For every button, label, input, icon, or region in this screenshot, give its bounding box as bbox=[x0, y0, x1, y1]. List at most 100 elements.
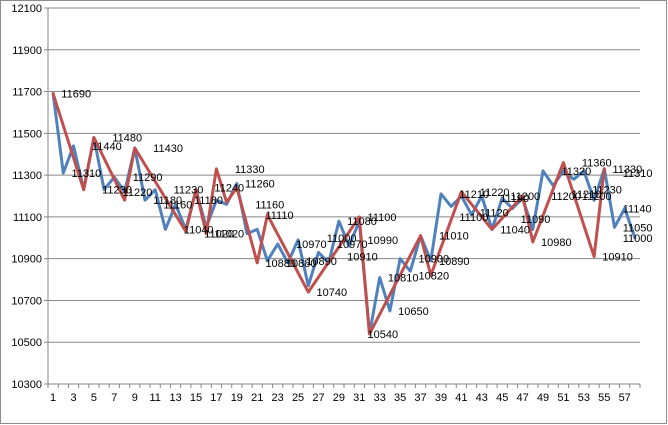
data-label: 11120 bbox=[480, 208, 509, 220]
x-tick-label: 49 bbox=[537, 392, 549, 404]
y-tick-label: 10900 bbox=[11, 254, 42, 266]
data-label: 10970 bbox=[337, 239, 368, 251]
data-label: 11160 bbox=[255, 199, 284, 211]
x-tick-label: 7 bbox=[111, 392, 117, 404]
x-tick-label: 51 bbox=[557, 392, 569, 404]
data-label: 11220 bbox=[123, 187, 153, 199]
data-label: 10910 bbox=[602, 252, 633, 264]
data-label: 11320 bbox=[561, 166, 591, 178]
data-label: 11230 bbox=[102, 185, 132, 197]
data-label: 11200 bbox=[510, 191, 540, 203]
x-tick-label: 5 bbox=[91, 392, 97, 404]
series-line-1 bbox=[51, 92, 637, 336]
data-label: 11480 bbox=[112, 133, 142, 145]
x-tick-label: 23 bbox=[272, 392, 284, 404]
data-label: 11220 bbox=[480, 187, 510, 199]
data-label: 10810 bbox=[388, 272, 419, 284]
data-label: 11180 bbox=[153, 195, 182, 207]
data-label: 11160 bbox=[163, 199, 192, 211]
x-tick-label: 3 bbox=[70, 392, 76, 404]
x-tick-label: 43 bbox=[476, 392, 488, 404]
x-tick-label: 37 bbox=[414, 392, 426, 404]
data-label: 11310 bbox=[623, 168, 653, 180]
data-label: 11090 bbox=[521, 214, 551, 226]
x-tick-label: 19 bbox=[231, 392, 243, 404]
data-label: 10970 bbox=[296, 239, 327, 251]
x-tick-label: 53 bbox=[578, 392, 590, 404]
x-tick-label: 57 bbox=[619, 392, 631, 404]
y-tick-label: 11500 bbox=[12, 128, 42, 140]
x-tick-label: 1 bbox=[50, 392, 56, 404]
x-tick-label: 9 bbox=[132, 392, 138, 404]
x-tick-label: 33 bbox=[374, 392, 386, 404]
data-label: 11230 bbox=[174, 185, 204, 197]
x-tick-label: 39 bbox=[435, 392, 447, 404]
x-tick-label: 41 bbox=[455, 392, 467, 404]
series-line-2 bbox=[51, 92, 606, 336]
data-label: 11000 bbox=[327, 233, 357, 245]
x-tick-label: 25 bbox=[292, 392, 304, 404]
data-label: 10910 bbox=[347, 252, 378, 264]
x-tick-label: 15 bbox=[190, 392, 202, 404]
data-label: 11330 bbox=[235, 164, 265, 176]
data-label: 11690 bbox=[61, 89, 91, 101]
data-label: 11230 bbox=[592, 185, 622, 197]
x-tick-label: 55 bbox=[598, 392, 610, 404]
data-label: 11020 bbox=[204, 229, 234, 241]
data-label: 10900 bbox=[419, 254, 450, 266]
data-label: 10880 bbox=[286, 258, 317, 270]
x-tick-label: 17 bbox=[210, 392, 222, 404]
y-tick-label: 10700 bbox=[11, 295, 42, 307]
x-tick-label: 21 bbox=[251, 392, 263, 404]
data-label: 11440 bbox=[92, 141, 122, 153]
data-label: 11040 bbox=[500, 224, 530, 236]
data-label: 11210 bbox=[572, 189, 602, 201]
data-label: 11360 bbox=[582, 158, 612, 170]
data-label: 11000 bbox=[623, 233, 653, 245]
data-label: 10820 bbox=[419, 270, 450, 282]
x-tick-label: 27 bbox=[312, 392, 324, 404]
data-label: 10540 bbox=[368, 329, 399, 341]
data-label: 11110 bbox=[265, 210, 293, 222]
data-label: 11100 bbox=[459, 212, 488, 224]
y-tick-label: 10500 bbox=[11, 337, 42, 349]
x-tick-label: 35 bbox=[394, 392, 406, 404]
data-label: 11210 bbox=[459, 189, 489, 201]
data-label: 11310 bbox=[72, 168, 102, 180]
y-tick-label: 11100 bbox=[13, 212, 42, 224]
data-label: 11180 bbox=[194, 195, 223, 207]
y-tick-label: 12100 bbox=[11, 3, 42, 15]
data-label: 10980 bbox=[541, 237, 572, 249]
data-label: 11330 bbox=[612, 164, 642, 176]
data-label: 11140 bbox=[623, 204, 652, 216]
data-label: 11020 bbox=[214, 229, 244, 241]
data-label: 10890 bbox=[439, 256, 470, 268]
data-label: 10880 bbox=[265, 258, 296, 270]
data-label: 11430 bbox=[153, 143, 183, 155]
data-label: 11050 bbox=[623, 222, 653, 234]
data-label: 11190 bbox=[500, 193, 529, 205]
data-label: 10650 bbox=[398, 306, 429, 318]
y-tick-label: 10300 bbox=[11, 379, 42, 391]
x-tick-label: 11 bbox=[149, 392, 160, 404]
data-label: 11240 bbox=[214, 183, 244, 195]
y-tick-label: 11700 bbox=[12, 87, 42, 99]
x-axis-tick-labels: 1 3 5 7 9 11 13 15 17 19 21 23 25 27 29 31 33 35 37 39 41 43 4… bbox=[50, 392, 631, 404]
data-labels: 1169011440113101148011230112201129011430… bbox=[61, 89, 652, 341]
data-label: 10990 bbox=[368, 235, 399, 247]
data-label: 11010 bbox=[439, 231, 469, 243]
data-label: 10740 bbox=[316, 287, 347, 299]
axes bbox=[44, 7, 641, 388]
data-label: 11100 bbox=[368, 212, 397, 224]
data-label: 11080 bbox=[347, 216, 377, 228]
y-tick-label: 11300 bbox=[12, 170, 42, 182]
data-label: 10890 bbox=[306, 256, 337, 268]
y-axis-tick-labels: 10300 10500 10700 10900 11100 11300 11500 11700… bbox=[11, 3, 42, 391]
data-label: 11200 bbox=[551, 191, 581, 203]
y-tick-label: 11900 bbox=[12, 45, 42, 57]
data-label: 11290 bbox=[133, 172, 163, 184]
x-tick-label: 45 bbox=[496, 392, 508, 404]
data-label: 11260 bbox=[245, 178, 275, 190]
